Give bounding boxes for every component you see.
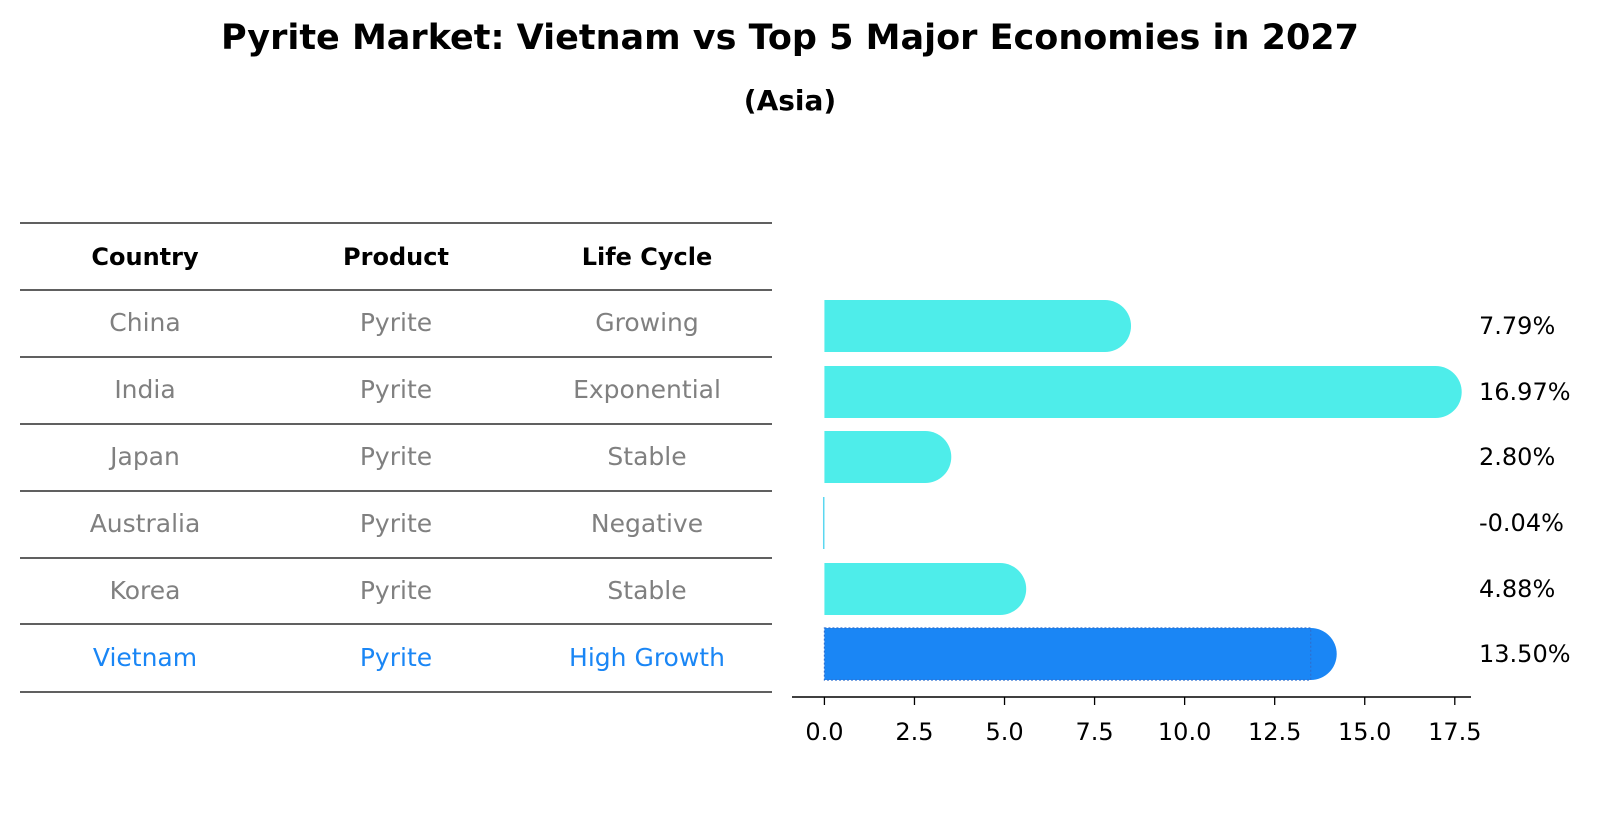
table-cell-product-china: Pyrite: [360, 308, 432, 337]
table-cell-life-cycle-korea: Stable: [607, 576, 686, 605]
table-cell-product-vietnam: Pyrite: [360, 643, 432, 672]
table-cell-country-china: China: [109, 308, 180, 337]
table-cell-country-australia: Australia: [90, 509, 201, 538]
table-cell-product-japan: Pyrite: [360, 442, 432, 471]
x-tick-label-6: 15.0: [1338, 718, 1391, 746]
x-tick-label-0: 0.0: [805, 718, 843, 746]
table-header-product: Product: [343, 243, 449, 271]
bar-value-label-india: 16.97%: [1479, 378, 1571, 406]
bar-cap-japan: [899, 431, 952, 483]
bar-body-vietnam: [824, 628, 1311, 680]
bar-highlight-outline-vietnam: [823, 627, 1312, 681]
bar-cap-korea: [974, 563, 1027, 615]
table-cell-product-korea: Pyrite: [360, 576, 432, 605]
bar-body-india: [824, 366, 1436, 418]
table-cell-life-cycle-japan: Stable: [607, 442, 686, 471]
x-tick-label-5: 12.5: [1248, 718, 1301, 746]
x-tick-label-4: 10.0: [1158, 718, 1211, 746]
x-tick-label-3: 7.5: [1075, 718, 1113, 746]
growth-bar-chart: 0.0 2.5 5.0 7.5 10.0 12.5 15.0 17.5 7.79% 16.97% 2…: [792, 300, 1571, 746]
table-cell-product-india: Pyrite: [360, 375, 432, 404]
chart-subtitle: (Asia): [744, 84, 836, 117]
table-cell-life-cycle-australia: Negative: [591, 509, 703, 538]
table-cell-country-vietnam: Vietnam: [93, 643, 197, 672]
table-cell-life-cycle-india: Exponential: [573, 375, 721, 404]
chart-title: Pyrite Market: Vietnam vs Top 5 Major Ec…: [221, 18, 1359, 58]
table-cell-country-japan: Japan: [108, 442, 180, 471]
bar-value-label-korea: 4.88%: [1479, 575, 1555, 603]
chart-title-group: Pyrite Market: Vietnam vs Top 5 Major Ec…: [221, 18, 1359, 117]
bar-value-label-vietnam: 13.50%: [1479, 640, 1571, 668]
x-tick-label-1: 2.5: [895, 718, 933, 746]
table-cell-country-india: India: [114, 375, 175, 404]
bar-body-australia: [822, 497, 825, 549]
bar-cap-india: [1409, 366, 1462, 418]
table-cell-life-cycle-china: Growing: [595, 308, 699, 337]
table-cell-product-australia: Pyrite: [360, 509, 432, 538]
country-table: Country Product Life Cycle China Pyrite Growi…: [20, 222, 772, 693]
bar-body-china: [824, 300, 1106, 352]
table-cell-country-korea: Korea: [110, 576, 181, 605]
bar-value-label-australia: -0.04%: [1479, 509, 1564, 537]
table-header-life-cycle: Life Cycle: [582, 243, 713, 271]
bar-value-label-china: 7.79%: [1479, 312, 1555, 340]
x-tick-label-2: 5.0: [985, 718, 1023, 746]
table-header-country: Country: [91, 243, 199, 271]
table-cell-life-cycle-vietnam: High Growth: [569, 643, 725, 672]
bar-cap-china: [1079, 300, 1132, 352]
x-tick-label-7: 17.5: [1428, 718, 1481, 746]
bar-body-korea: [824, 563, 1001, 615]
bar-value-label-japan: 2.80%: [1479, 443, 1555, 471]
